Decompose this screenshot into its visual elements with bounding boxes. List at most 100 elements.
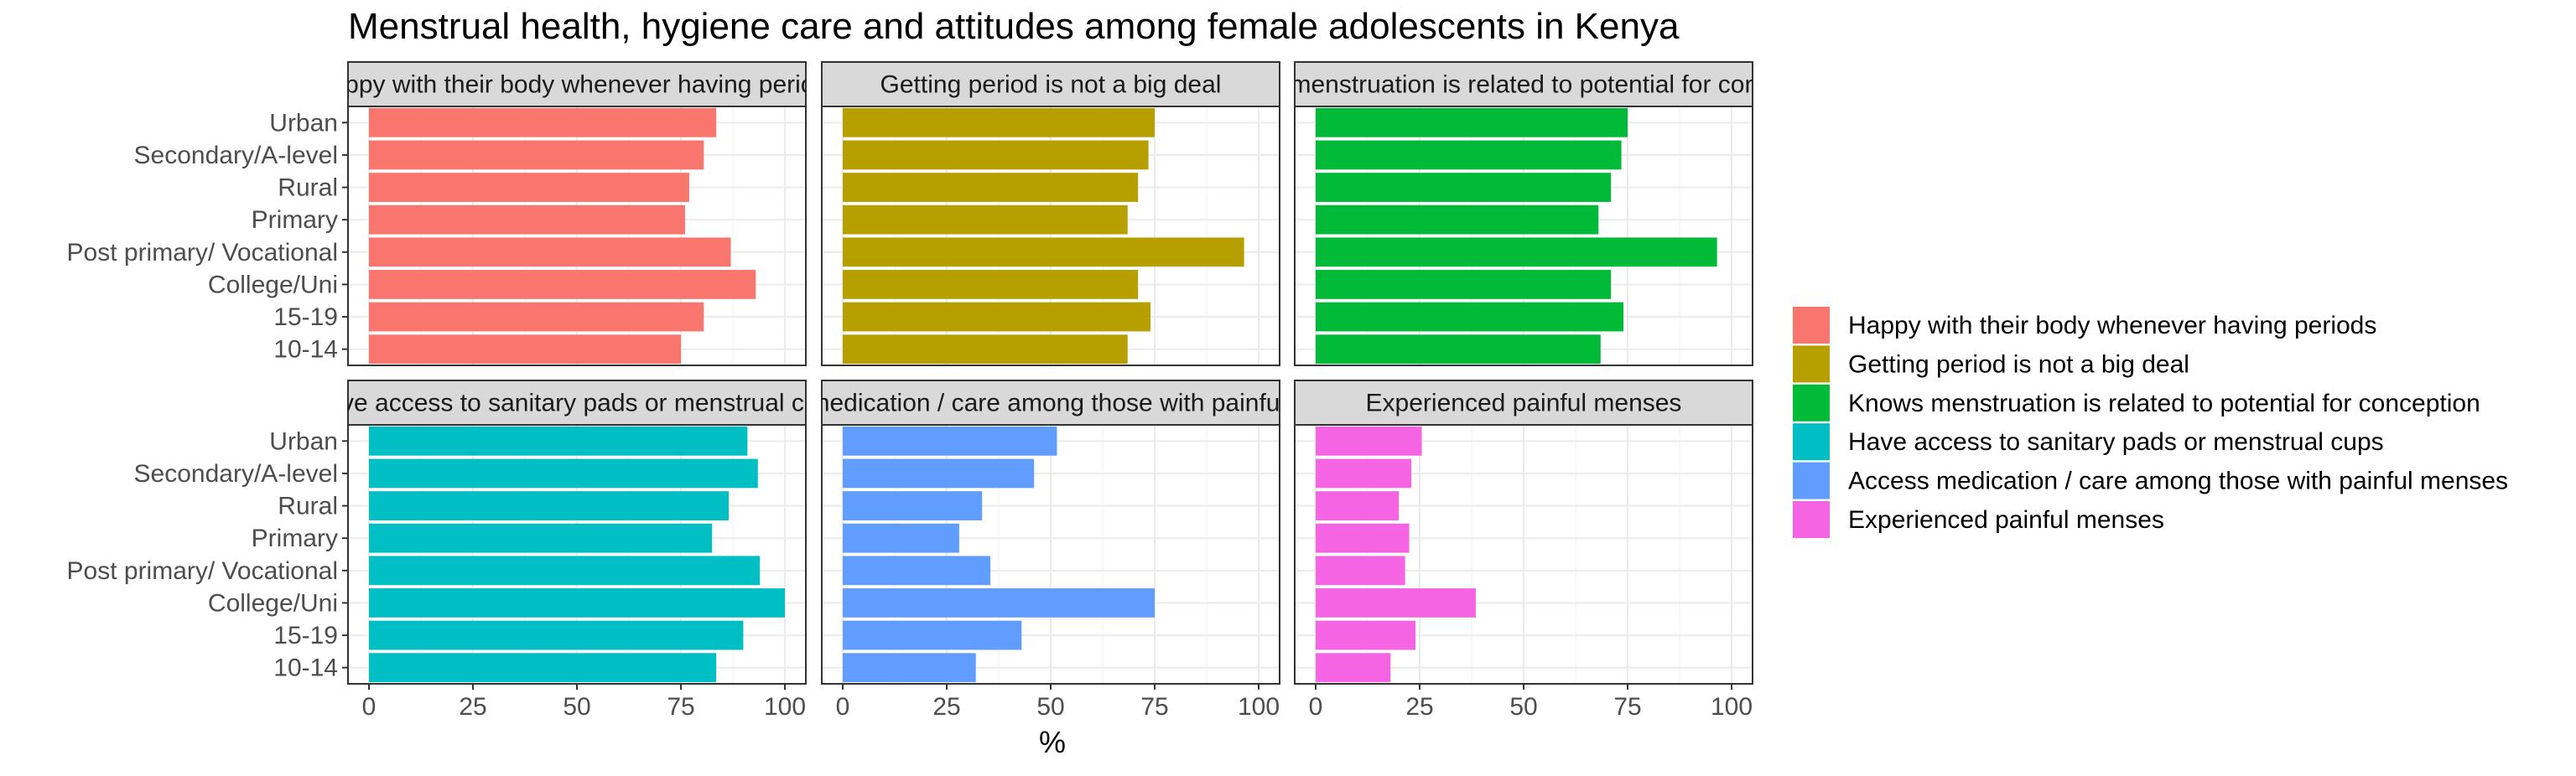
bar-getting-period-is-not-a-big-deal-college-uni <box>843 270 1139 299</box>
y-tick-label-post-primary-vocational: Post primary/ Vocational <box>67 239 338 266</box>
bar-experienced-painful-menses-urban <box>1316 426 1422 456</box>
bar-knows-menstruation-is-related-to-potential-for-conception-secondary-a-level <box>1316 140 1622 170</box>
facet-strip-label: Happy with their body whenever having pe… <box>313 71 841 99</box>
bar-access-medication-care-among-those-with-painful-menses-rural <box>843 491 983 520</box>
bar-happy-with-their-body-whenever-having-periods-10-14 <box>369 334 681 365</box>
legend-key-access-medication-care-among-those-with-painful-menses <box>1793 462 1830 499</box>
bar-happy-with-their-body-whenever-having-periods-post-primary-vocational <box>369 237 731 267</box>
y-tick-label-urban: Urban <box>269 109 338 137</box>
bar-getting-period-is-not-a-big-deal-urban <box>843 107 1155 137</box>
bar-access-medication-care-among-those-with-painful-menses-secondary-a-level <box>843 458 1035 489</box>
x-tick-label: 25 <box>932 693 960 721</box>
x-tick-label: 75 <box>667 693 694 721</box>
legend-label-knows-menstruation-is-related-to-potential-for-conception: Knows menstruation is related to potenti… <box>1848 390 2480 417</box>
y-tick-label-primary: Primary <box>252 525 338 552</box>
x-tick-label: 25 <box>1405 693 1433 721</box>
bar-happy-with-their-body-whenever-having-periods-college-uni <box>369 270 756 299</box>
facet-panel-3: Knows menstruation is related to potenti… <box>1208 61 1840 366</box>
x-tick-label: 75 <box>1613 693 1641 721</box>
bar-experienced-painful-menses-rural <box>1316 491 1400 520</box>
bar-knows-menstruation-is-related-to-potential-for-conception-primary <box>1316 204 1599 235</box>
legend-label-experienced-painful-menses: Experienced painful menses <box>1848 506 2164 534</box>
bar-have-access-to-sanitary-pads-or-menstrual-cups-secondary-a-level <box>369 458 758 489</box>
facet-strip <box>1294 61 1753 107</box>
bar-knows-menstruation-is-related-to-potential-for-conception-15-19 <box>1316 302 1624 332</box>
bar-happy-with-their-body-whenever-having-periods-secondary-a-level <box>369 140 704 170</box>
legend-key-have-access-to-sanitary-pads-or-menstrual-cups <box>1793 423 1830 461</box>
legend-label-have-access-to-sanitary-pads-or-menstrual-cups: Have access to sanitary pads or menstrua… <box>1848 428 2384 456</box>
bar-have-access-to-sanitary-pads-or-menstrual-cups-primary <box>369 523 713 553</box>
x-tick-label: 100 <box>764 693 806 721</box>
bar-knows-menstruation-is-related-to-potential-for-conception-10-14 <box>1316 334 1601 365</box>
bar-experienced-painful-menses-10-14 <box>1316 653 1391 683</box>
y-tick-label-secondary-a-level: Secondary/A-level <box>134 142 338 169</box>
bar-getting-period-is-not-a-big-deal-post-primary-vocational <box>843 237 1244 267</box>
facet-panel-6: Experienced painful menses 0 25 50 75 100 <box>1294 380 1753 721</box>
y-tick-label-college-uni: College/Uni <box>208 271 338 298</box>
facet-strip <box>347 380 807 426</box>
x-tick-label: 75 <box>1140 693 1168 721</box>
bar-getting-period-is-not-a-big-deal-15-19 <box>843 302 1151 332</box>
x-tick-label: 50 <box>1509 693 1537 721</box>
legend-key-happy-with-their-body-whenever-having-periods <box>1793 307 1830 344</box>
legend: Happy with their body whenever having pe… <box>1793 307 2508 538</box>
bar-knows-menstruation-is-related-to-potential-for-conception-college-uni <box>1316 270 1612 299</box>
bar-knows-menstruation-is-related-to-potential-for-conception-post-primary-vocational <box>1316 237 1717 267</box>
bar-access-medication-care-among-those-with-painful-menses-primary <box>843 523 959 553</box>
y-tick-label-urban: Urban <box>269 427 338 455</box>
facet-strip <box>821 380 1280 426</box>
bar-have-access-to-sanitary-pads-or-menstrual-cups-post-primary-vocational <box>369 556 761 586</box>
y-tick-label-10-14: 10-14 <box>273 336 338 364</box>
bar-experienced-painful-menses-post-primary-vocational <box>1316 556 1405 586</box>
facet-strip-label: Knows menstruation is related to potenti… <box>1208 71 1840 99</box>
facet-panel-1: Happy with their body whenever having pe… <box>67 61 841 366</box>
bar-have-access-to-sanitary-pads-or-menstrual-cups-rural <box>369 491 730 520</box>
bar-have-access-to-sanitary-pads-or-menstrual-cups-15-19 <box>369 620 744 650</box>
x-tick-label: 0 <box>362 693 377 721</box>
chart-title: Menstrual health, hygiene care and attit… <box>348 6 1680 47</box>
bar-have-access-to-sanitary-pads-or-menstrual-cups-college-uni <box>369 588 785 618</box>
facet-panel-5: Access medication / care among those wit… <box>720 380 1380 721</box>
legend-label-getting-period-is-not-a-big-deal: Getting period is not a big deal <box>1848 350 2189 378</box>
x-tick-label: 50 <box>1036 693 1064 721</box>
facet-strip-label: Have access to sanitary pads or menstrua… <box>309 390 845 417</box>
y-tick-label-15-19: 15-19 <box>273 303 338 331</box>
facet-strip <box>347 61 807 107</box>
bar-experienced-painful-menses-15-19 <box>1316 620 1416 650</box>
legend-key-getting-period-is-not-a-big-deal <box>1793 345 1830 383</box>
facet-panel-4: Have access to sanitary pads or menstrua… <box>67 380 845 721</box>
y-tick-label-college-uni: College/Uni <box>208 589 338 617</box>
y-tick-label-15-19: 15-19 <box>273 622 338 649</box>
legend-label-access-medication-care-among-those-with-painful-menses: Access medication / care among those wit… <box>1848 468 2508 495</box>
bar-experienced-painful-menses-primary <box>1316 523 1410 553</box>
x-tick-label: 50 <box>563 693 590 721</box>
facet-strip <box>821 61 1280 107</box>
bar-access-medication-care-among-those-with-painful-menses-15-19 <box>843 620 1022 650</box>
bar-knows-menstruation-is-related-to-potential-for-conception-urban <box>1316 107 1628 137</box>
bar-knows-menstruation-is-related-to-potential-for-conception-rural <box>1316 173 1612 202</box>
bar-happy-with-their-body-whenever-having-periods-15-19 <box>369 302 704 332</box>
y-tick-label-10-14: 10-14 <box>273 654 338 682</box>
x-tick-label: 100 <box>1711 693 1753 721</box>
bar-access-medication-care-among-those-with-painful-menses-college-uni <box>843 588 1155 618</box>
facet-strip <box>1294 380 1753 426</box>
bar-getting-period-is-not-a-big-deal-secondary-a-level <box>843 140 1149 170</box>
bar-access-medication-care-among-those-with-painful-menses-post-primary-vocational <box>843 556 991 586</box>
facet-strip-label: Access medication / care among those wit… <box>720 390 1380 417</box>
bar-happy-with-their-body-whenever-having-periods-urban <box>369 107 717 137</box>
y-tick-label-primary: Primary <box>252 206 338 234</box>
bar-experienced-painful-menses-college-uni <box>1316 588 1476 618</box>
x-tick-label: 0 <box>836 693 850 721</box>
bar-getting-period-is-not-a-big-deal-10-14 <box>843 334 1128 365</box>
bar-getting-period-is-not-a-big-deal-primary <box>843 204 1128 235</box>
x-tick-label: 0 <box>1309 693 1323 721</box>
bar-happy-with-their-body-whenever-having-periods-primary <box>369 204 685 235</box>
y-tick-label-secondary-a-level: Secondary/A-level <box>134 460 338 488</box>
facet-strip-label: Getting period is not a big deal <box>880 71 1222 99</box>
legend-key-experienced-painful-menses <box>1793 501 1830 538</box>
bar-experienced-painful-menses-secondary-a-level <box>1316 458 1412 489</box>
x-tick-label: 25 <box>459 693 486 721</box>
bar-access-medication-care-among-those-with-painful-menses-10-14 <box>843 653 976 683</box>
